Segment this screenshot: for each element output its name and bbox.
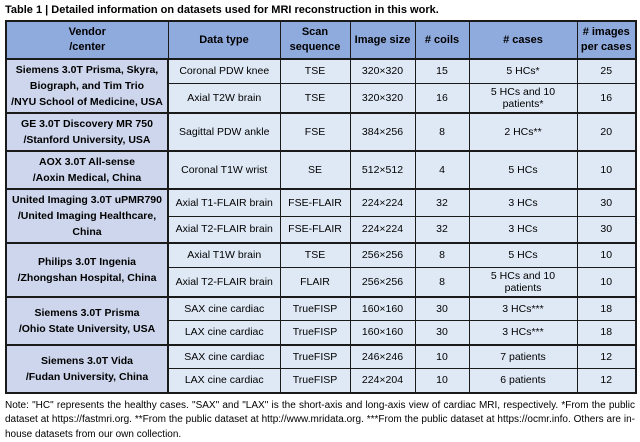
cell-images-per-cases: 10 (577, 151, 636, 189)
cell-scan-sequence: TSE (280, 83, 350, 113)
cell-data-type: LAX cine cardiac (168, 321, 280, 345)
cell-scan-sequence: TrueFISP (280, 297, 350, 321)
cell-num-coils: 32 (415, 216, 469, 243)
cell-images-per-cases: 12 (577, 345, 636, 369)
cell-scan-sequence: TrueFISP (280, 321, 350, 345)
vendor-cell: GE 3.0T Discovery MR 750/Stanford Univer… (6, 113, 168, 151)
cell-image-size: 224×204 (350, 369, 415, 393)
cell-images-per-cases: 30 (577, 216, 636, 243)
cell-data-type: Axial T1-FLAIR brain (168, 189, 280, 216)
cell-image-size: 320×320 (350, 83, 415, 113)
cell-scan-sequence: TrueFISP (280, 345, 350, 369)
cell-image-size: 256×256 (350, 243, 415, 267)
cell-num-cases: 6 patients (469, 369, 577, 393)
cell-images-per-cases: 16 (577, 83, 636, 113)
cell-num-coils: 30 (415, 297, 469, 321)
cell-image-size: 160×160 (350, 321, 415, 345)
cell-images-per-cases: 12 (577, 369, 636, 393)
cell-scan-sequence: TrueFISP (280, 369, 350, 393)
cell-data-type: Sagittal PDW ankle (168, 113, 280, 151)
table-row: United Imaging 3.0T uPMR790/United Imagi… (6, 189, 636, 216)
cell-num-coils: 32 (415, 189, 469, 216)
vendor-cell: AOX 3.0T All-sense/Aoxin Medical, China (6, 151, 168, 189)
table-row: GE 3.0T Discovery MR 750/Stanford Univer… (6, 113, 636, 151)
cell-image-size: 256×256 (350, 267, 415, 297)
cell-image-size: 512×512 (350, 151, 415, 189)
table-body: Siemens 3.0T Prisma, Skyra,Biograph, and… (6, 59, 636, 393)
cell-images-per-cases: 25 (577, 59, 636, 83)
cell-scan-sequence: FSE (280, 113, 350, 151)
cell-num-cases: 2 HCs** (469, 113, 577, 151)
cell-data-type: Coronal PDW knee (168, 59, 280, 83)
vendor-cell: United Imaging 3.0T uPMR790/United Imagi… (6, 189, 168, 243)
cell-data-type: Axial T2-FLAIR brain (168, 267, 280, 297)
cell-num-coils: 8 (415, 267, 469, 297)
cell-data-type: Axial T1W brain (168, 243, 280, 267)
cell-image-size: 224×224 (350, 189, 415, 216)
cell-data-type: Axial T2W brain (168, 83, 280, 113)
cell-scan-sequence: FSE-FLAIR (280, 189, 350, 216)
cell-num-coils: 8 (415, 113, 469, 151)
cell-num-cases: 7 patients (469, 345, 577, 369)
cell-scan-sequence: FSE-FLAIR (280, 216, 350, 243)
cell-images-per-cases: 18 (577, 321, 636, 345)
cell-scan-sequence: TSE (280, 59, 350, 83)
cell-num-cases: 5 HCs* (469, 59, 577, 83)
cell-images-per-cases: 20 (577, 113, 636, 151)
vendor-cell: Philips 3.0T Ingenia/Zhongshan Hospital,… (6, 243, 168, 297)
cell-num-coils: 10 (415, 369, 469, 393)
cell-images-per-cases: 10 (577, 243, 636, 267)
cell-scan-sequence: SE (280, 151, 350, 189)
vendor-cell: Siemens 3.0T Prisma/Ohio State Universit… (6, 297, 168, 345)
cell-images-per-cases: 18 (577, 297, 636, 321)
table-row: Siemens 3.0T Prisma/Ohio State Universit… (6, 297, 636, 321)
vendor-cell: Siemens 3.0T Vida/Fudan University, Chin… (6, 345, 168, 393)
cell-num-coils: 15 (415, 59, 469, 83)
cell-num-coils: 8 (415, 243, 469, 267)
cell-image-size: 246×246 (350, 345, 415, 369)
cell-images-per-cases: 30 (577, 189, 636, 216)
cell-num-cases: 3 HCs (469, 189, 577, 216)
cell-num-cases: 3 HCs (469, 216, 577, 243)
cell-image-size: 224×224 (350, 216, 415, 243)
cell-data-type: Coronal T1W wrist (168, 151, 280, 189)
cell-num-cases: 5 HCs and 10 patients (469, 267, 577, 297)
column-header-num-coils: # coils (415, 21, 469, 59)
cell-num-coils: 16 (415, 83, 469, 113)
cell-num-cases: 3 HCs*** (469, 297, 577, 321)
cell-num-cases: 3 HCs*** (469, 321, 577, 345)
column-header-num-cases: # cases (469, 21, 577, 59)
cell-data-type: LAX cine cardiac (168, 369, 280, 393)
cell-scan-sequence: TSE (280, 243, 350, 267)
cell-data-type: SAX cine cardiac (168, 297, 280, 321)
cell-num-coils: 4 (415, 151, 469, 189)
table-row: Siemens 3.0T Prisma, Skyra,Biograph, and… (6, 59, 636, 83)
table-title: Table 1 | Detailed information on datase… (0, 0, 640, 20)
cell-num-coils: 10 (415, 345, 469, 369)
cell-image-size: 384×256 (350, 113, 415, 151)
cell-images-per-cases: 10 (577, 267, 636, 297)
table-row: Siemens 3.0T Vida/Fudan University, Chin… (6, 345, 636, 369)
column-header-data-type: Data type (168, 21, 280, 59)
cell-data-type: Axial T2-FLAIR brain (168, 216, 280, 243)
cell-num-cases: 5 HCs (469, 151, 577, 189)
cell-image-size: 320×320 (350, 59, 415, 83)
cell-num-cases: 5 HCs (469, 243, 577, 267)
cell-data-type: SAX cine cardiac (168, 345, 280, 369)
cell-num-coils: 30 (415, 321, 469, 345)
column-header-image-size: Image size (350, 21, 415, 59)
cell-num-cases: 5 HCs and 10 patients* (469, 83, 577, 113)
column-header-vendor: Vendor/center (6, 21, 168, 59)
table-row: Philips 3.0T Ingenia/Zhongshan Hospital,… (6, 243, 636, 267)
vendor-cell: Siemens 3.0T Prisma, Skyra,Biograph, and… (6, 59, 168, 113)
table-note: Note: "HC" represents the healthy cases.… (5, 399, 635, 442)
cell-image-size: 160×160 (350, 297, 415, 321)
cell-scan-sequence: FLAIR (280, 267, 350, 297)
